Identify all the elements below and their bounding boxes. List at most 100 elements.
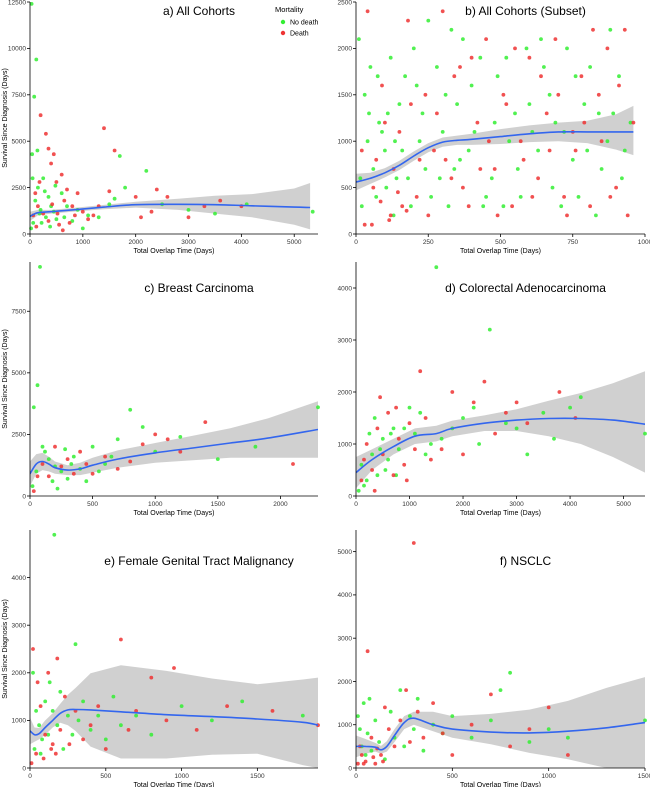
point-death xyxy=(73,213,77,218)
point-death xyxy=(75,191,80,196)
point-death xyxy=(605,46,610,51)
point-no-death xyxy=(628,120,633,125)
point-no-death xyxy=(643,718,647,723)
point-no-death xyxy=(394,473,398,478)
point-death xyxy=(439,447,444,452)
point-death xyxy=(530,195,535,199)
point-death xyxy=(49,161,53,166)
point-death xyxy=(582,120,587,125)
point-death xyxy=(31,489,36,493)
x-axis-label: Total Overlap Time (Days) xyxy=(134,782,215,787)
chart-panel-5: 0 500 1000 1500 0 1000 2000 3000 4000 Total Overl… xyxy=(2,530,320,787)
point-no-death xyxy=(63,447,67,452)
point-death xyxy=(381,759,385,764)
point-death xyxy=(165,195,170,199)
points-group xyxy=(29,532,320,766)
point-death xyxy=(107,189,112,194)
point-no-death xyxy=(71,454,76,459)
y-axis-label: Survival Since Diagnosis (Days) xyxy=(2,329,9,429)
x-tick-label: 5000 xyxy=(287,239,302,246)
chart-panel-3: 0 500 1000 1500 2000 0 2500 5000 7500 Total Overl… xyxy=(2,262,320,517)
point-no-death xyxy=(358,176,363,181)
point-death xyxy=(58,728,63,732)
point-no-death xyxy=(61,747,66,751)
x-tick-label: 3000 xyxy=(181,239,196,246)
point-no-death xyxy=(128,407,133,412)
point-no-death xyxy=(380,436,385,441)
point-no-death xyxy=(65,476,70,481)
point-death xyxy=(291,462,295,466)
y-tick-label: 7500 xyxy=(12,92,27,99)
y-tick-label: 2000 xyxy=(338,46,353,53)
point-no-death xyxy=(383,148,387,153)
point-death xyxy=(426,213,431,218)
point-death xyxy=(88,723,93,728)
point-no-death xyxy=(539,37,543,41)
point-death xyxy=(504,102,509,106)
point-death xyxy=(461,452,465,457)
point-no-death xyxy=(547,92,552,97)
y-tick-label: 4000 xyxy=(12,575,27,582)
point-death xyxy=(407,421,412,426)
point-no-death xyxy=(414,83,419,88)
point-death xyxy=(29,761,34,766)
x-tick-label: 1000 xyxy=(174,773,189,780)
point-death xyxy=(510,204,514,209)
point-death xyxy=(469,722,474,727)
point-death xyxy=(625,213,630,218)
point-no-death xyxy=(358,727,362,731)
x-tick-label: 1000 xyxy=(148,501,163,508)
point-death xyxy=(50,202,55,207)
point-death xyxy=(495,213,500,218)
point-death xyxy=(172,666,176,670)
point-death xyxy=(67,221,72,225)
y-tick-label: 5000 xyxy=(338,549,353,556)
point-no-death xyxy=(46,457,51,461)
point-no-death xyxy=(30,484,35,488)
y-tick-label: 3000 xyxy=(338,337,353,344)
chart-title: b) All Cohorts (Subset) xyxy=(465,4,586,18)
point-death xyxy=(91,213,96,218)
point-no-death xyxy=(369,748,374,753)
point-no-death xyxy=(383,468,388,472)
chart-title: f) NSCLC xyxy=(500,554,552,568)
point-no-death xyxy=(359,462,364,467)
x-tick-label: 2000 xyxy=(128,239,143,246)
point-death xyxy=(591,27,595,32)
point-death xyxy=(165,437,170,442)
point-death xyxy=(599,139,604,144)
point-no-death xyxy=(394,176,399,181)
point-death xyxy=(65,187,69,192)
point-death xyxy=(112,148,117,153)
x-tick-label: 500 xyxy=(495,239,506,246)
point-no-death xyxy=(565,46,569,51)
point-death xyxy=(60,228,65,233)
point-no-death xyxy=(417,139,422,144)
point-death xyxy=(388,213,393,218)
point-death xyxy=(70,204,75,209)
point-no-death xyxy=(578,395,583,400)
point-no-death xyxy=(240,699,245,704)
chart-title: e) Female Genital Tract Malignancy xyxy=(104,554,293,568)
point-no-death xyxy=(398,688,403,692)
point-no-death xyxy=(420,111,425,116)
point-death xyxy=(62,198,67,203)
point-death xyxy=(443,157,448,162)
point-no-death xyxy=(55,723,60,728)
y-tick-label: 0 xyxy=(22,231,26,238)
point-death xyxy=(59,172,64,177)
point-no-death xyxy=(477,442,481,446)
point-death xyxy=(383,120,387,125)
point-death xyxy=(396,190,400,195)
point-no-death xyxy=(408,714,412,718)
point-death xyxy=(471,400,476,405)
point-death xyxy=(67,742,72,747)
point-no-death xyxy=(46,732,51,737)
point-death xyxy=(562,195,566,199)
point-death xyxy=(383,705,387,710)
point-death xyxy=(527,727,532,731)
point-no-death xyxy=(559,204,564,209)
point-no-death xyxy=(396,447,401,452)
point-death xyxy=(149,675,154,680)
point-no-death xyxy=(423,167,428,171)
